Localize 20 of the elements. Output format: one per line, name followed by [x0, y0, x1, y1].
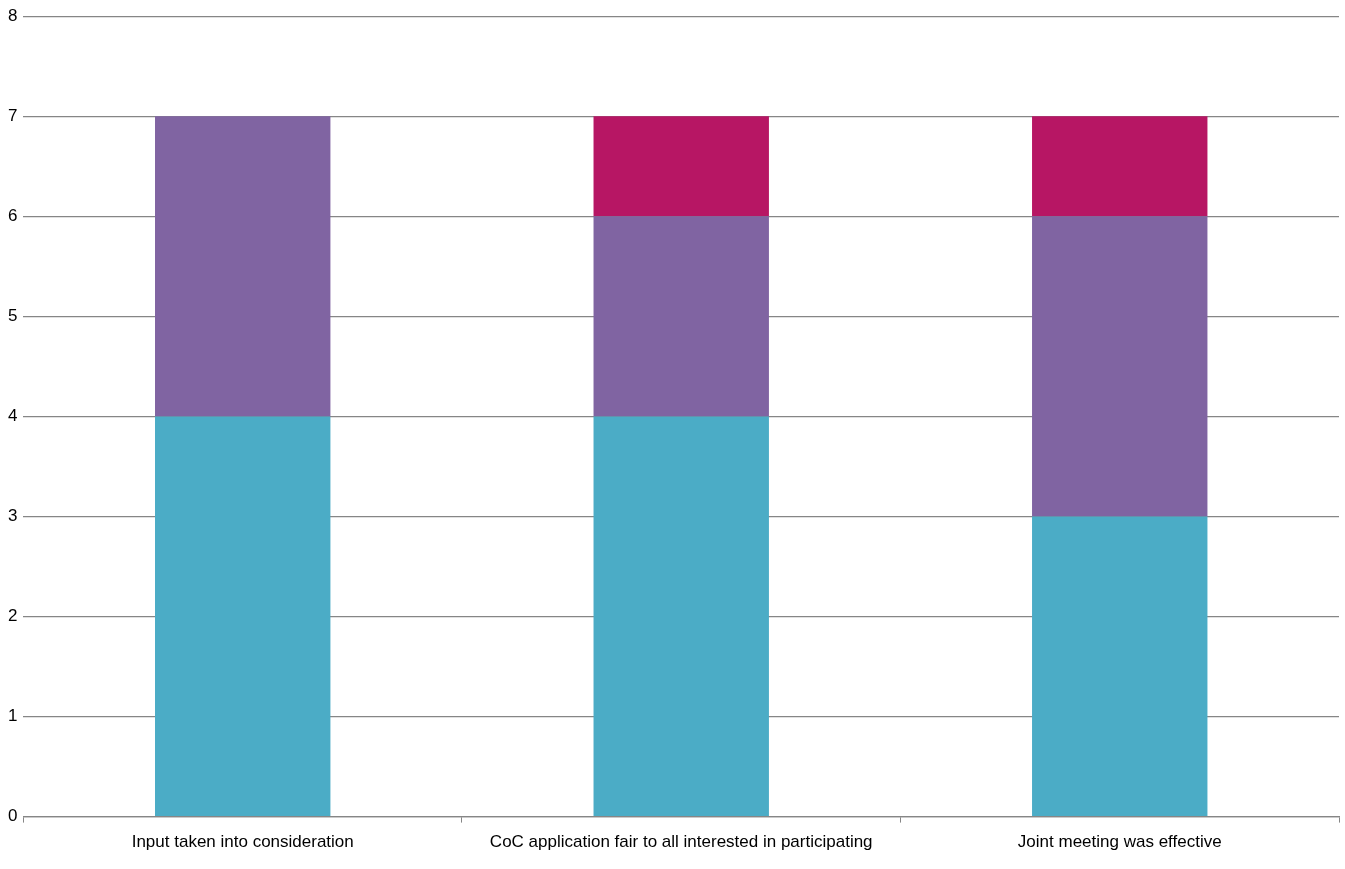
bar [593, 416, 769, 816]
bar [1032, 116, 1208, 217]
bar [593, 116, 769, 217]
bar [155, 416, 331, 816]
x-tick-label: CoC application fair to all interested in participating [489, 832, 873, 852]
bar [155, 116, 331, 417]
bar [593, 216, 769, 417]
y-tick-label: 3 [7, 506, 18, 526]
bar [1032, 516, 1208, 816]
y-tick-label: 4 [7, 406, 18, 426]
y-tick-label: 6 [7, 205, 18, 225]
y-tick-label: 7 [7, 105, 18, 125]
y-tick-label: 8 [7, 5, 18, 25]
y-tick-label: 0 [7, 806, 18, 826]
y-tick-label: 2 [7, 606, 18, 626]
y-tick-label: 5 [7, 306, 18, 326]
y-tick-label: 1 [7, 706, 18, 726]
bar [1032, 216, 1208, 517]
x-tick-label: Joint meeting was effective [1017, 832, 1222, 852]
x-tick-label: Input taken into consideration [131, 832, 354, 852]
